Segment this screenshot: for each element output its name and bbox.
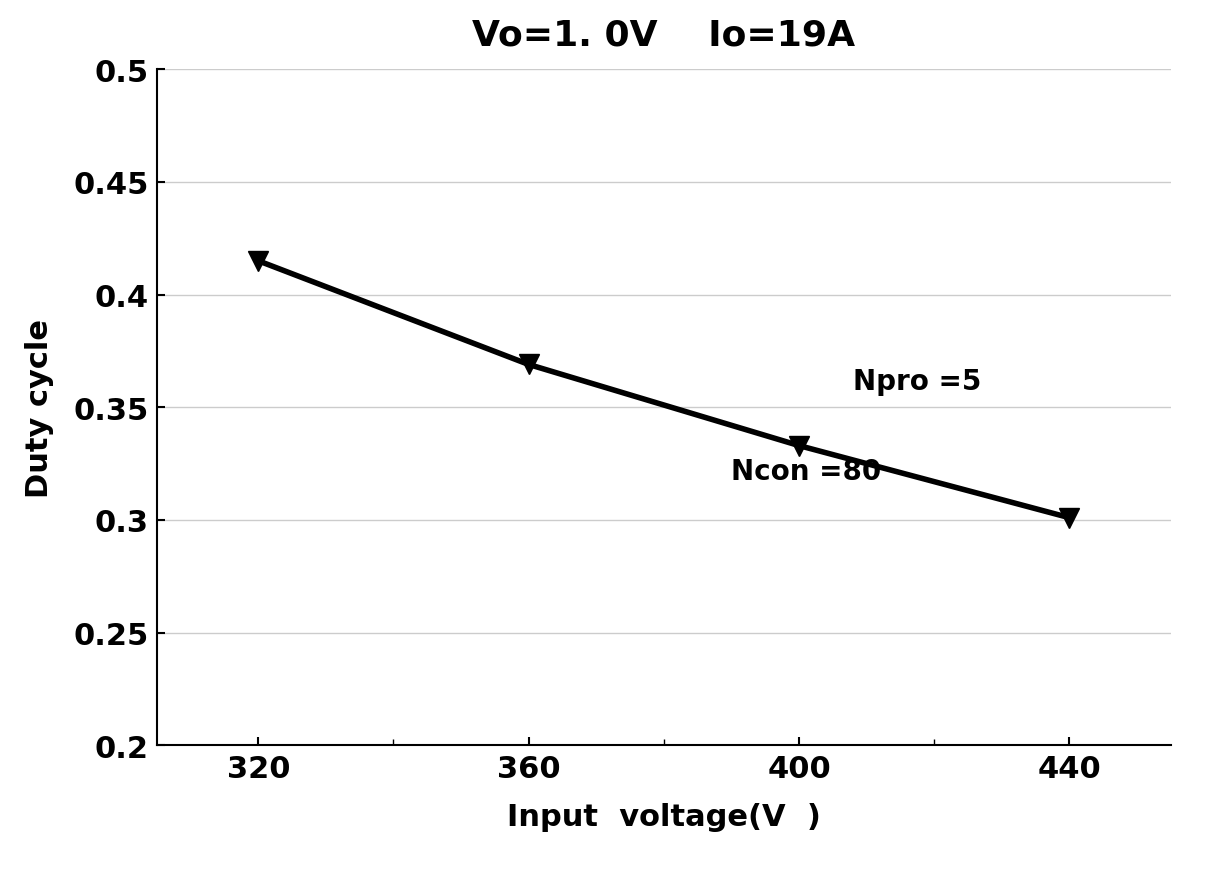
Y-axis label: Duty cycle: Duty cycle	[25, 318, 54, 497]
Title: Vo=1. 0V    Io=19A: Vo=1. 0V Io=19A	[472, 18, 856, 52]
Text: Npro =5: Npro =5	[853, 367, 981, 396]
Text: Ncon =80: Ncon =80	[731, 458, 881, 486]
X-axis label: Input  voltage(V  ): Input voltage(V )	[507, 802, 821, 831]
